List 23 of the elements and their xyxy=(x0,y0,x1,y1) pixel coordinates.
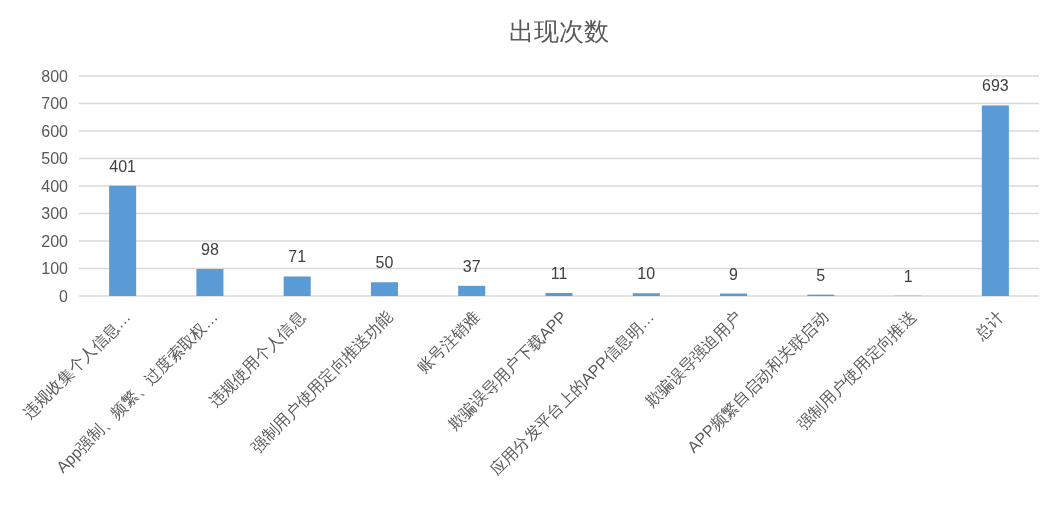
y-tick-label: 100 xyxy=(41,260,68,277)
data-label: 98 xyxy=(201,241,219,259)
data-label: 9 xyxy=(729,265,738,283)
x-tick-label: 总计 xyxy=(971,308,1007,343)
y-tick-label: 500 xyxy=(41,150,68,167)
x-tick-label: 账号注销难 xyxy=(414,308,483,377)
data-label: 11 xyxy=(550,265,568,282)
data-label: 37 xyxy=(462,257,481,275)
data-label: 401 xyxy=(109,157,136,175)
data-label: 50 xyxy=(375,254,394,272)
y-tick-label: 800 xyxy=(41,67,68,85)
data-label: 693 xyxy=(982,77,1009,95)
y-tick-label: 400 xyxy=(41,177,68,195)
y-tick-label: 300 xyxy=(41,205,68,222)
y-tick-label: 700 xyxy=(41,95,68,112)
data-label: 5 xyxy=(816,266,826,284)
y-tick-label: 200 xyxy=(41,232,68,250)
title: 出现次数 xyxy=(509,17,609,45)
data-label: 71 xyxy=(288,248,307,266)
data-label: 10 xyxy=(637,265,656,283)
data-label: 1 xyxy=(903,267,913,285)
y-tick-label: 600 xyxy=(41,122,68,140)
y-tick-label: 0 xyxy=(59,287,68,305)
